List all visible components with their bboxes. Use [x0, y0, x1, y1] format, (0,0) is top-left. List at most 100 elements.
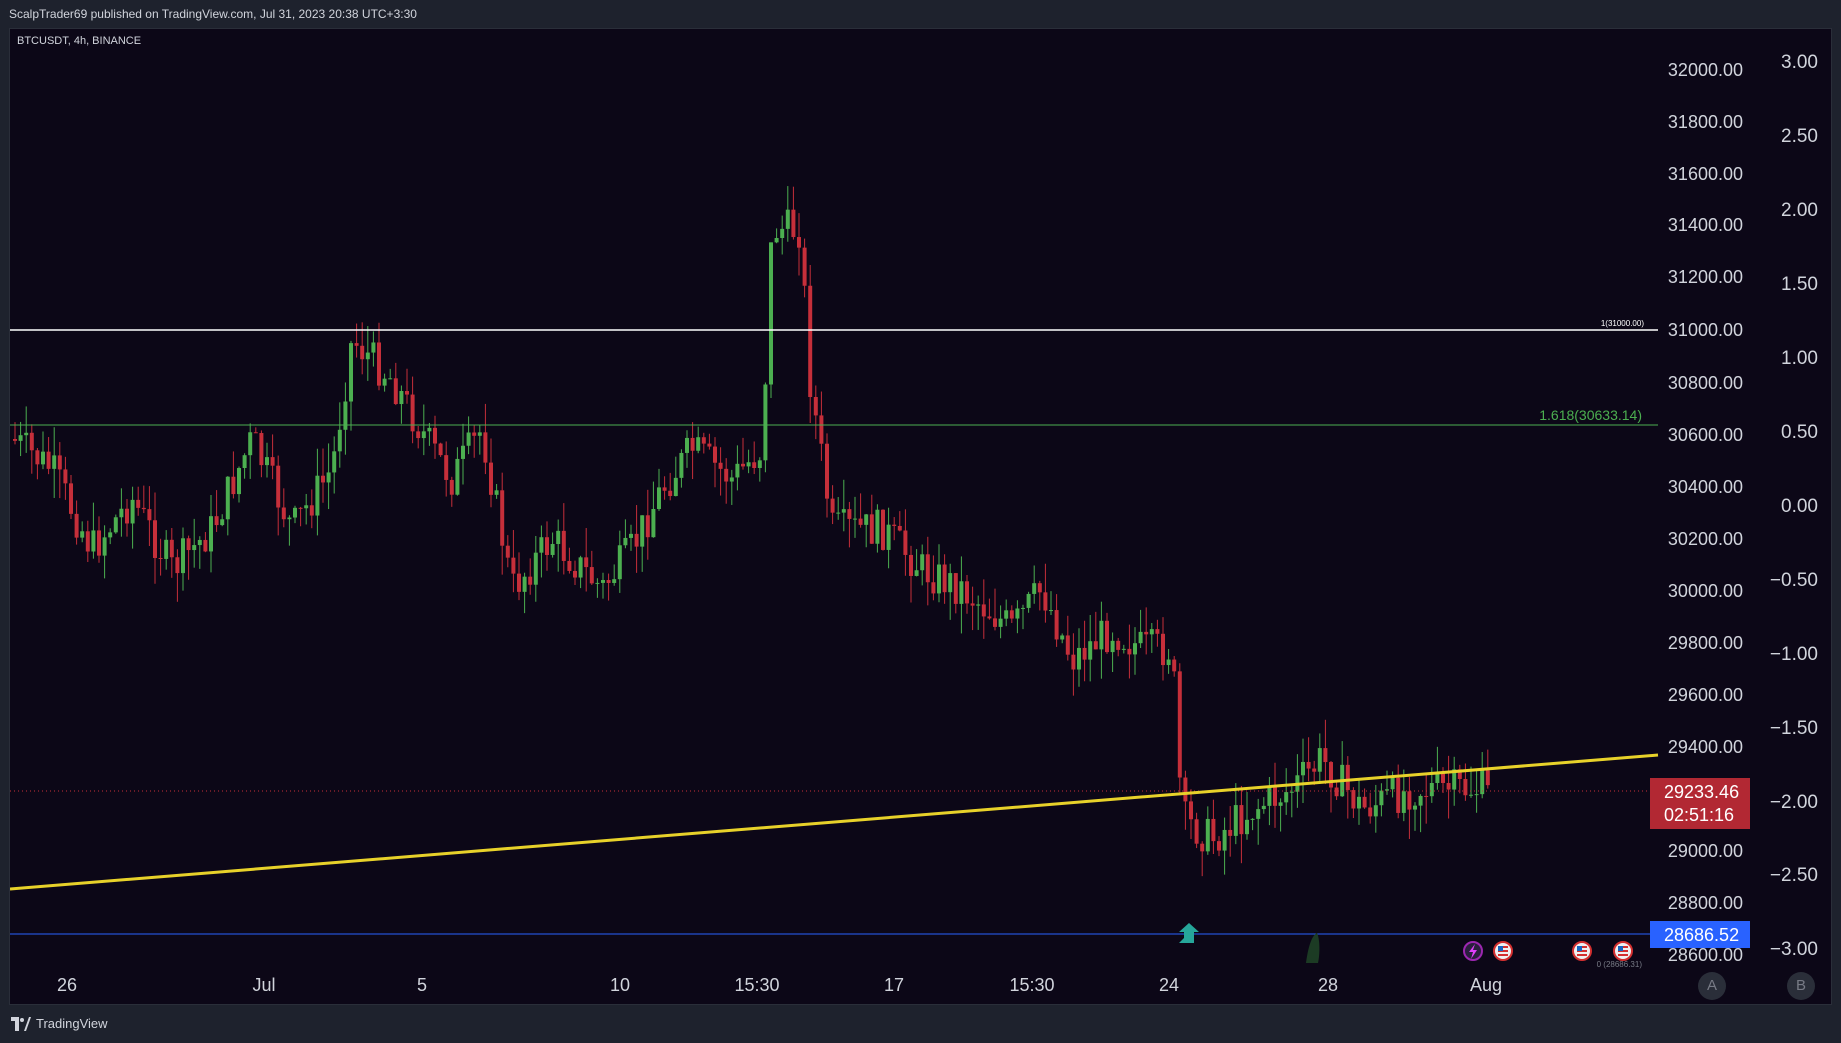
candle-body: [1245, 819, 1249, 835]
scale-button-b-label: B: [1795, 977, 1806, 994]
price-axis-label: 30000.00: [1668, 581, 1743, 601]
price-axis-label: 31200.00: [1668, 267, 1743, 287]
candle-body: [1379, 790, 1384, 806]
candle-body: [405, 391, 409, 395]
candle-body: [741, 463, 745, 467]
candle-body: [1396, 777, 1401, 813]
candle-body: [1043, 592, 1048, 611]
candle-body: [892, 524, 897, 526]
tradingview-logo[interactable]: TradingView: [11, 1016, 108, 1031]
candle-body: [1418, 795, 1423, 806]
candle-body: [1345, 764, 1350, 791]
price-axis-label: 29400.00: [1668, 737, 1743, 757]
candle-body: [1015, 608, 1020, 619]
candle-body: [276, 465, 281, 508]
secondary-axis[interactable]: 3.00 2.50 2.00 1.50 1.00 0.50 0.00 −0.50 −1.00 −1…: [1770, 52, 1818, 960]
candle-body: [427, 427, 432, 432]
us-flag-icon[interactable]: [1613, 941, 1633, 961]
candle-body: [186, 538, 191, 551]
candle-body: [752, 462, 757, 469]
candle-body: [1217, 841, 1221, 851]
scale-button-a[interactable]: A: [1698, 972, 1726, 1000]
candle-body: [830, 498, 835, 513]
candle-body: [259, 433, 264, 466]
candle-body: [1239, 805, 1244, 835]
candle-body: [651, 509, 656, 538]
candle-body: [937, 564, 941, 594]
secondary-axis-label: 1.50: [1781, 274, 1818, 295]
candle-body: [573, 570, 577, 578]
candle-body: [1385, 789, 1389, 791]
candle-body: [483, 432, 488, 463]
brand-name: TradingView: [36, 1016, 108, 1031]
candle-body: [321, 475, 325, 483]
fib-level-1618-label: 1.618(30633.14): [1539, 407, 1642, 423]
price-axis-label: 30800.00: [1668, 373, 1743, 393]
candle-body: [836, 512, 841, 514]
candle-body: [763, 384, 768, 461]
candle-body: [119, 508, 124, 518]
candle-body: [1138, 631, 1143, 644]
trendline[interactable]: [10, 753, 1659, 891]
candle-body: [91, 530, 96, 552]
secondary-axis-label: 0.00: [1781, 496, 1818, 517]
price-axis-label: 28800.00: [1668, 893, 1743, 913]
candle-body: [1401, 791, 1406, 813]
candle-body: [1362, 796, 1367, 808]
candle-body: [29, 432, 34, 451]
candle-body: [724, 468, 729, 482]
candle-body: [1037, 583, 1042, 593]
candle-body: [1054, 610, 1059, 640]
candle-body: [802, 247, 807, 286]
symbol-info[interactable]: BTCUSDT, 4h, BINANCE: [17, 35, 141, 47]
price-axis[interactable]: 32000.00 31800.00 31600.00 31400.00 31200.00…: [1668, 60, 1743, 965]
candle-body: [57, 455, 62, 470]
candle-body: [337, 429, 342, 452]
candle-body: [343, 401, 348, 430]
candle-body: [489, 462, 493, 495]
scale-button-b[interactable]: B: [1787, 972, 1815, 1000]
candle-body: [500, 490, 505, 546]
candle-body: [1026, 593, 1031, 608]
candle-body: [601, 580, 605, 583]
event-marker-icon[interactable]: [1306, 933, 1320, 963]
candle-body: [825, 443, 829, 499]
candle-body: [629, 533, 633, 538]
candle-body: [360, 345, 365, 360]
price-axis-label: 31400.00: [1668, 215, 1743, 235]
candle-body: [52, 455, 57, 469]
us-flag-icon[interactable]: [1572, 941, 1592, 961]
secondary-axis-label: −0.50: [1770, 570, 1818, 591]
chart-area[interactable]: 1(31000.00) 1.618(30633.14) 0 (28686.31)…: [9, 28, 1832, 1005]
time-axis-label: 24: [1159, 975, 1179, 995]
tradingview-logo-icon: [11, 1016, 31, 1031]
candle-body: [1177, 671, 1182, 778]
candle-body: [965, 581, 969, 604]
candle-body: [1116, 640, 1121, 650]
candle-body: [281, 507, 286, 520]
candle-body: [539, 537, 544, 553]
us-flag-icon[interactable]: [1493, 941, 1513, 961]
candle-body: [657, 487, 661, 510]
candle-body: [237, 468, 241, 495]
candle-body: [393, 378, 398, 405]
time-axis-label: 17: [884, 975, 904, 995]
candle-body: [1144, 631, 1149, 635]
candle-body: [808, 285, 813, 397]
candle-body: [1228, 829, 1233, 836]
candle-body: [1021, 607, 1025, 609]
candle-body: [1317, 748, 1322, 772]
candle-body: [399, 391, 404, 405]
candle-body: [365, 352, 370, 360]
secondary-axis-label: 2.00: [1781, 200, 1818, 221]
price-chart[interactable]: 1(31000.00) 1.618(30633.14) 0 (28686.31)…: [10, 29, 1833, 1006]
publish-info-bar: ScalpTrader69 published on TradingView.c…: [0, 0, 1841, 28]
candle-body: [1373, 805, 1378, 817]
candle-body: [1323, 748, 1328, 763]
candle-body: [24, 432, 29, 436]
candle-body: [791, 209, 796, 238]
candle-body: [1289, 791, 1294, 793]
secondary-axis-label: −3.00: [1770, 939, 1818, 960]
flash-icon[interactable]: [1463, 941, 1483, 961]
time-axis[interactable]: 26 Jul 5 10 15:30 17 15:30 24 28 Aug: [57, 975, 1502, 995]
